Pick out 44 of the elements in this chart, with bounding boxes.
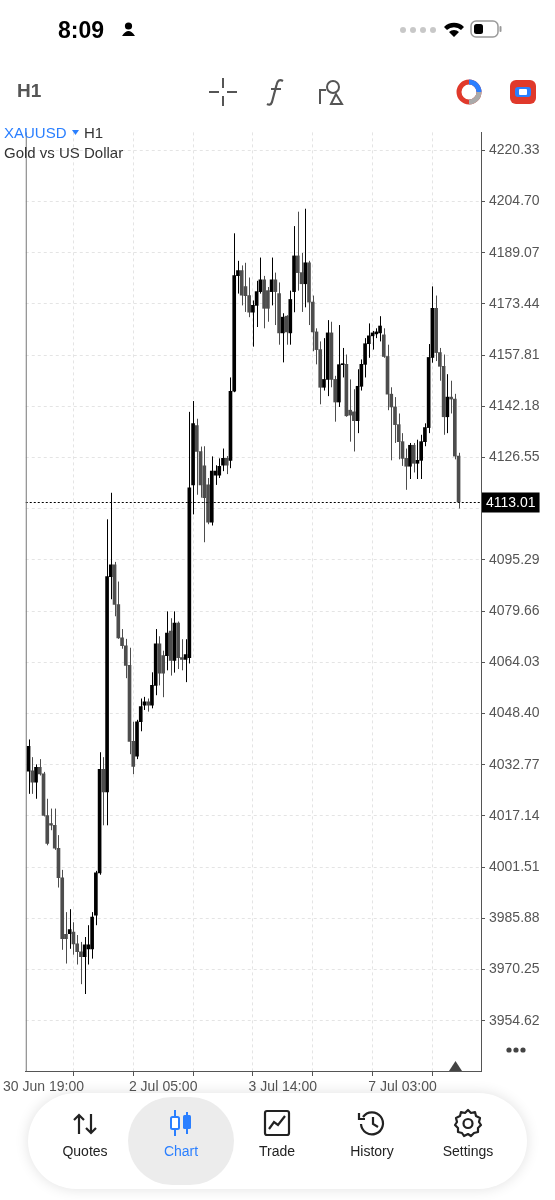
candlestick bbox=[303, 208, 308, 308]
text: Quotes bbox=[61, 1143, 109, 1159]
candlestick bbox=[408, 442, 412, 480]
text: Chart bbox=[162, 1143, 200, 1159]
y-tick-label: 4220.33 bbox=[489, 141, 540, 158]
text: Trade bbox=[257, 1143, 297, 1159]
y-tick-label: 4189.07 bbox=[489, 243, 540, 260]
candlestick bbox=[30, 756, 35, 795]
candlestick bbox=[322, 337, 326, 392]
chart-title: XAUUSD bbox=[4, 124, 67, 141]
x-tick-label: 7 Jul 03:00 bbox=[368, 1078, 437, 1095]
y-tick-label: 4001.51 bbox=[489, 858, 540, 875]
y-tick-label: 4017.14 bbox=[489, 806, 540, 823]
y-tick-label: 4126.55 bbox=[489, 448, 540, 465]
candlestick bbox=[165, 610, 169, 671]
y-tick-label: 4204.70 bbox=[489, 192, 540, 209]
y-tick-label: 4064.03 bbox=[489, 653, 540, 670]
x-tick-label: 3 Jul 14:00 bbox=[248, 1078, 318, 1095]
text: Settings bbox=[441, 1143, 495, 1159]
y-tick-label: 4048.40 bbox=[489, 704, 540, 721]
y-tick-label: 4157.81 bbox=[489, 346, 540, 362]
candlestick bbox=[67, 908, 72, 950]
annotation: H1 bbox=[84, 124, 104, 141]
y-tick-label: 3954.62 bbox=[489, 1011, 540, 1028]
y-tick-label: 4095.29 bbox=[489, 550, 540, 567]
text: 8:09 bbox=[58, 17, 105, 44]
y-tick-label: 4032.77 bbox=[489, 755, 540, 772]
candlestick bbox=[34, 763, 38, 800]
text: History bbox=[349, 1143, 395, 1159]
y-tick-label: 4173.44 bbox=[489, 294, 540, 311]
y-tick-label: 3985.88 bbox=[489, 909, 540, 926]
candlestick bbox=[224, 455, 229, 475]
text: H1 bbox=[17, 80, 42, 102]
y-tick-label: 4142.18 bbox=[489, 397, 540, 414]
text: Gold vs US Dollar bbox=[4, 144, 124, 161]
y-tick-label: 3970.25 bbox=[489, 960, 540, 977]
candlestick bbox=[411, 442, 416, 473]
x-tick-label: 30 Jun 19:00 bbox=[3, 1078, 85, 1095]
candlestick bbox=[280, 312, 285, 363]
x-tick-label: 2 Jul 05:00 bbox=[128, 1078, 198, 1095]
y-tick-label: 4079.66 bbox=[489, 602, 540, 619]
ref-line-label: 4113.01 bbox=[486, 494, 536, 511]
candlestick bbox=[295, 211, 300, 292]
candlestick bbox=[415, 439, 420, 480]
